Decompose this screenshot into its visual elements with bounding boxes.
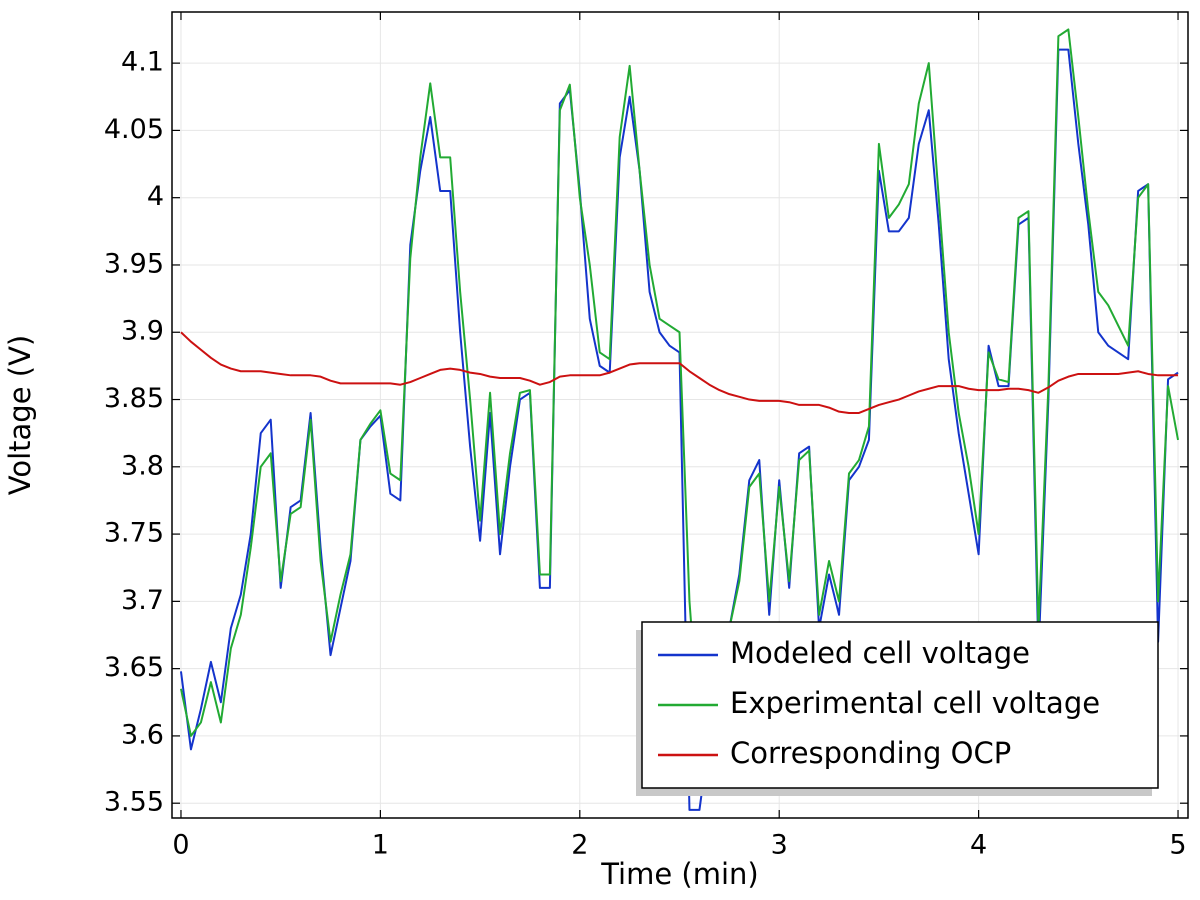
y-tick-label: 3.8 <box>121 450 164 481</box>
data-line <box>180 331 1179 414</box>
y-axis-label: Voltage (V) <box>3 335 37 495</box>
x-tick-label: 1 <box>372 830 389 861</box>
y-tick-label: 3.9 <box>121 316 164 347</box>
y-tick-label: 3.75 <box>104 518 164 549</box>
y-tick-label: 3.6 <box>121 719 164 750</box>
legend-label: Modeled cell voltage <box>730 636 1030 670</box>
legend: Modeled cell voltage Experimental cell vo… <box>636 621 1159 796</box>
y-tick-label: 3.7 <box>121 585 164 616</box>
y-tick-label: 3.85 <box>104 383 164 414</box>
ticks: 0 1 2 3 4 5 3.55 3.6 3.65 3.7 3.75 3.8 3.85 3.9 3.95 4 4… <box>104 12 1188 861</box>
x-tick-label: 0 <box>172 830 189 861</box>
plot-frame <box>171 11 1189 819</box>
y-tick-label: 4 <box>147 181 164 212</box>
x-axis-label: Time (min) <box>600 857 759 891</box>
y-tick-label: 3.95 <box>104 248 164 279</box>
legend-label: Experimental cell voltage <box>730 686 1100 720</box>
data-line <box>179 28 1180 737</box>
y-tick-label: 3.55 <box>104 787 164 818</box>
legend-box <box>641 621 1159 789</box>
x-tick-label: 3 <box>771 830 788 861</box>
plot-lines <box>179 28 1180 811</box>
x-tick-label: 2 <box>571 830 588 861</box>
y-tick-label: 4.05 <box>104 114 164 145</box>
x-tick-label: 4 <box>970 830 987 861</box>
x-tick-label: 5 <box>1169 830 1186 861</box>
y-tick-label: 4.1 <box>121 47 164 78</box>
y-tick-label: 3.65 <box>104 652 164 683</box>
legend-label: Corresponding OCP <box>730 736 1011 770</box>
